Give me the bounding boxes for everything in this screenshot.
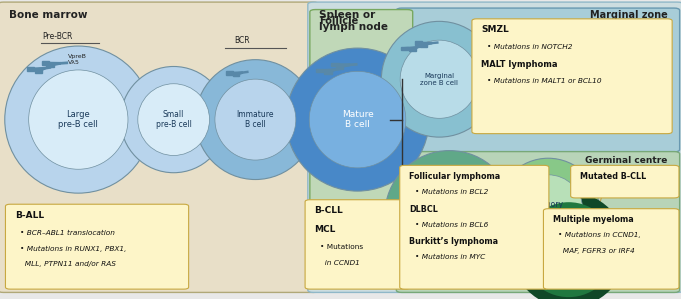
Bar bbox=[415, 41, 422, 45]
Text: BCR: BCR bbox=[234, 36, 249, 45]
Ellipse shape bbox=[497, 158, 599, 260]
Text: Follicle: Follicle bbox=[319, 16, 358, 26]
FancyBboxPatch shape bbox=[310, 10, 413, 246]
Text: • Mutations in BCL6: • Mutations in BCL6 bbox=[415, 222, 488, 228]
Text: Spleen or
lymph node: Spleen or lymph node bbox=[319, 10, 387, 32]
Text: • Mutations in CCND1,: • Mutations in CCND1, bbox=[558, 232, 642, 238]
Text: • Mutations: • Mutations bbox=[320, 245, 363, 251]
FancyBboxPatch shape bbox=[571, 165, 679, 198]
Text: Germinal centre
(secondary follicle): Germinal centre (secondary follicle) bbox=[569, 156, 667, 176]
Text: Pre-BCR: Pre-BCR bbox=[42, 32, 73, 41]
Text: MLL, PTPN11 and/or RAS: MLL, PTPN11 and/or RAS bbox=[20, 261, 116, 267]
Bar bbox=[409, 48, 416, 51]
Bar bbox=[430, 171, 437, 174]
Ellipse shape bbox=[5, 46, 152, 193]
Text: MAF, FGFR3 or IRF4: MAF, FGFR3 or IRF4 bbox=[558, 248, 635, 254]
Bar bbox=[35, 69, 42, 73]
Bar bbox=[511, 177, 518, 180]
Text: VpreB: VpreB bbox=[68, 54, 87, 60]
Text: Follicular lymphoma: Follicular lymphoma bbox=[409, 172, 501, 181]
Text: Large
pre-B cell: Large pre-B cell bbox=[59, 110, 98, 129]
Text: Multiple myeloma: Multiple myeloma bbox=[553, 215, 634, 224]
Text: • Mutations in NOTCH2: • Mutations in NOTCH2 bbox=[487, 45, 573, 51]
Bar bbox=[324, 71, 332, 74]
Ellipse shape bbox=[215, 79, 296, 160]
Ellipse shape bbox=[381, 21, 497, 137]
FancyBboxPatch shape bbox=[396, 152, 680, 292]
Bar bbox=[27, 67, 34, 71]
Text: MALT lymphoma: MALT lymphoma bbox=[481, 60, 558, 69]
FancyBboxPatch shape bbox=[396, 8, 680, 152]
Bar bbox=[584, 238, 590, 241]
Text: SMZL: SMZL bbox=[481, 25, 509, 34]
Ellipse shape bbox=[286, 48, 429, 191]
Text: Small
pre-B cell: Small pre-B cell bbox=[156, 110, 191, 129]
Text: Vλ5: Vλ5 bbox=[68, 60, 80, 65]
Ellipse shape bbox=[195, 60, 315, 179]
Bar bbox=[226, 71, 233, 75]
Text: B-CLL: B-CLL bbox=[315, 206, 343, 215]
Text: • Mutations in MYC: • Mutations in MYC bbox=[415, 254, 485, 260]
Ellipse shape bbox=[138, 84, 210, 155]
Text: MCL: MCL bbox=[315, 225, 336, 234]
Ellipse shape bbox=[309, 71, 406, 168]
FancyBboxPatch shape bbox=[305, 200, 410, 289]
Ellipse shape bbox=[552, 234, 585, 266]
Ellipse shape bbox=[385, 151, 514, 280]
Bar bbox=[570, 220, 576, 223]
Text: DLBCL: DLBCL bbox=[409, 205, 438, 213]
Text: Plasma
cell: Plasma cell bbox=[555, 240, 582, 259]
Ellipse shape bbox=[29, 70, 128, 169]
Text: Burkitt’s lymphoma: Burkitt’s lymphoma bbox=[409, 237, 498, 246]
Ellipse shape bbox=[400, 40, 478, 118]
Ellipse shape bbox=[532, 213, 605, 287]
Ellipse shape bbox=[406, 172, 493, 259]
Bar bbox=[528, 175, 534, 178]
Bar bbox=[577, 223, 584, 226]
Text: B-ALL: B-ALL bbox=[15, 211, 44, 220]
Text: • Mutations in BCL2: • Mutations in BCL2 bbox=[415, 189, 488, 195]
FancyBboxPatch shape bbox=[543, 209, 679, 289]
Text: in CCND1: in CCND1 bbox=[320, 260, 360, 266]
Text: Mutated B-CLL: Mutated B-CLL bbox=[580, 172, 646, 181]
FancyBboxPatch shape bbox=[5, 204, 189, 289]
FancyBboxPatch shape bbox=[308, 2, 681, 292]
Ellipse shape bbox=[542, 223, 595, 276]
Bar bbox=[587, 236, 592, 239]
Bar bbox=[336, 65, 343, 69]
Bar bbox=[425, 169, 432, 172]
FancyBboxPatch shape bbox=[400, 165, 549, 289]
Ellipse shape bbox=[521, 202, 616, 297]
Text: Marginal
zone B cell: Marginal zone B cell bbox=[420, 73, 458, 86]
Bar bbox=[519, 179, 525, 182]
Text: Germinal
centre
B cell: Germinal centre B cell bbox=[434, 205, 465, 225]
Text: Memory
B cell: Memory B cell bbox=[533, 200, 564, 219]
Bar bbox=[563, 219, 569, 222]
Ellipse shape bbox=[511, 192, 627, 299]
Text: • BCR–ABL1 translocation: • BCR–ABL1 translocation bbox=[20, 230, 115, 236]
Bar bbox=[233, 73, 239, 77]
Bar bbox=[411, 174, 418, 177]
Ellipse shape bbox=[121, 66, 227, 173]
Bar bbox=[419, 175, 426, 179]
Text: Immature
B cell: Immature B cell bbox=[236, 110, 274, 129]
Bar bbox=[401, 47, 408, 50]
Text: Bone marrow: Bone marrow bbox=[9, 10, 87, 20]
Text: • Mutations in MALT1 or BCL10: • Mutations in MALT1 or BCL10 bbox=[487, 78, 601, 84]
Bar bbox=[316, 69, 323, 72]
FancyBboxPatch shape bbox=[472, 19, 672, 134]
Text: Mature
B cell: Mature B cell bbox=[342, 110, 373, 129]
FancyBboxPatch shape bbox=[0, 2, 319, 292]
Bar bbox=[46, 64, 54, 67]
Bar bbox=[574, 222, 580, 225]
Bar bbox=[523, 173, 529, 176]
Bar bbox=[331, 63, 338, 66]
Bar bbox=[42, 61, 49, 65]
Bar bbox=[420, 43, 427, 47]
Ellipse shape bbox=[513, 175, 583, 244]
Text: Marginal zone: Marginal zone bbox=[590, 10, 667, 20]
Text: • Mutations in RUNX1, PBX1,: • Mutations in RUNX1, PBX1, bbox=[20, 245, 127, 251]
